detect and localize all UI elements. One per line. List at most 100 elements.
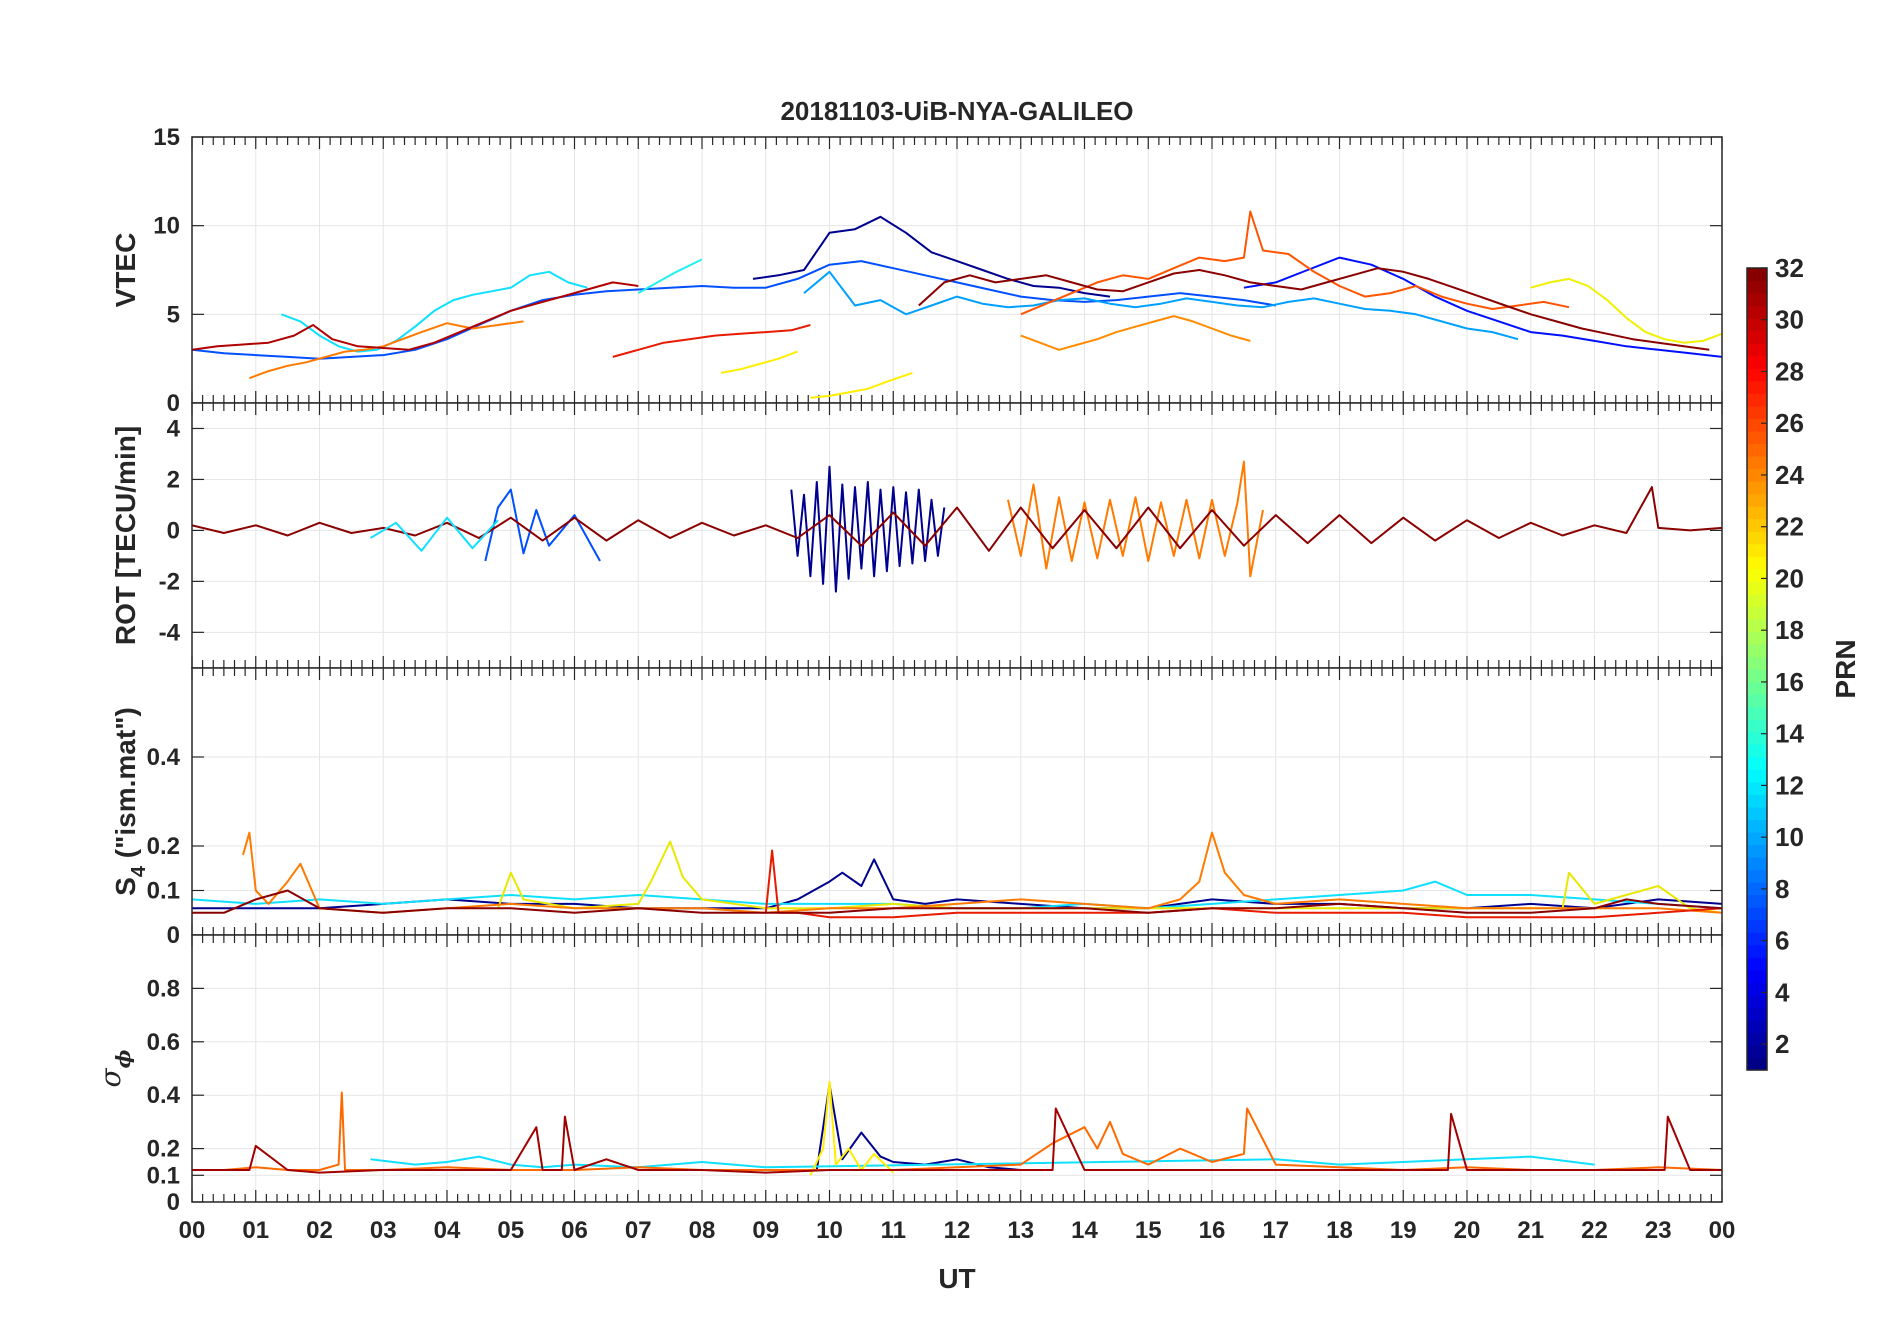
colorbar-tick-label: 12 [1775,770,1804,800]
x-tick-label: 23 [1645,1217,1672,1244]
colorbar-label: PRN [1830,639,1861,698]
colorbar-segment [1747,543,1767,557]
x-ticks [191,403,1723,668]
colorbar-tick-label: 18 [1775,615,1804,645]
x-tick-label: 01 [242,1217,269,1244]
colorbar-segment [1747,380,1767,394]
y-tick-label: 0.8 [147,975,180,1002]
series-line-prn-20 [720,350,798,374]
colorbar-segment [1747,405,1767,419]
x-tick-label: 17 [1262,1217,1289,1244]
colorbar-segment [1747,643,1767,658]
colorbar-tick-label: 4 [1775,977,1790,1007]
y-axis-label: ROT [TECU/min] [110,426,141,645]
colorbar-segment [1747,982,1767,996]
colorbar-segment [1747,781,1767,795]
series-line-prn-2 [790,465,946,593]
x-tick-label: 10 [816,1217,843,1244]
x-tick-label: 02 [306,1217,333,1244]
series-line-prn-20 [1530,277,1722,344]
y-axis: 00.10.2 0.4 0.6 0.8 [147,975,1722,1216]
colorbar-tick-label: 2 [1775,1029,1789,1059]
y-axis: -4 -2 0 2 4 [159,415,1722,646]
colorbar-segment [1747,831,1767,846]
colorbar-segment [1747,669,1767,683]
colorbar-segment [1747,719,1767,733]
colorbar-segment [1747,318,1767,332]
x-ticks [191,935,1723,1202]
colorbar-segment [1747,581,1767,595]
series-line-prn-24 [242,831,1722,914]
y-tick-label: 5 [167,301,180,328]
x-tick-label: 20 [1454,1217,1481,1244]
colorbar-segment [1747,368,1767,382]
colorbar-tick-label: 16 [1775,667,1804,697]
series-group [192,1080,1722,1176]
x-tick-label: 13 [1007,1217,1034,1244]
colorbar-tick-label: 24 [1775,460,1804,490]
y-axis-label: S4 ("ism.mat") [110,707,150,896]
colorbar-segment [1747,656,1767,670]
colorbar-segment [1747,744,1767,758]
colorbar-segment [1747,506,1767,520]
y-tick-label: 4 [167,415,181,442]
x-tick-labels: 00 01 02 03 04 05 06 07 08 09 10 11 12 13 14 15 16 17 18 19… [179,1217,1736,1244]
figure-title: 20181103-UiB-NYA-GALILEO [780,96,1133,126]
colorbar-segment [1747,280,1767,294]
colorbar-segment [1747,343,1767,357]
colorbar-frame [1746,267,1768,1071]
panel-sigma-phi: 00.10.2 0.4 0.6 0.8 σϕ 00 01 02 03 04 05 06 07 08 09 10… [94,934,1736,1244]
colorbar-segment [1747,1019,1767,1034]
y-tick-label: 0.4 [147,1082,181,1109]
grid [191,403,1723,668]
panel-rot: -4 -2 0 2 4 ROT [TECU/min] [110,402,1723,669]
colorbar-tick-label: 26 [1775,408,1804,438]
y-axis-label-main: S [110,877,141,896]
y-tick-label: 10 [153,213,180,240]
colorbar-segment [1747,894,1767,908]
colorbar-segment [1747,844,1767,858]
panel-s4: 00.10.20.4S4 ("ism.mat") [110,667,1723,949]
colorbar-segment [1747,468,1767,482]
colorbar-segment [1747,957,1767,971]
x-ticks [191,137,1723,403]
colorbar-tick-label: 8 [1775,874,1789,904]
colorbar-segment [1747,969,1767,983]
series-group [192,831,1722,919]
colorbar-segment [1747,882,1767,896]
y-tick-label: 2 [167,466,180,493]
series-line-prn-31 [918,267,1710,351]
y-axis-label: VTEC [110,233,141,308]
x-tick-label: 11 [881,1217,906,1244]
colorbar-segment [1747,694,1767,708]
colorbar-segment [1747,919,1767,933]
colorbar-tick-label: 30 [1775,305,1804,335]
x-tick-label: 18 [1326,1217,1353,1244]
colorbar-segment [1747,418,1767,432]
series-group [192,460,1722,593]
colorbar-tick-label: 20 [1775,563,1804,593]
colorbar-segment [1747,593,1767,607]
series-line-prn-12 [280,270,588,353]
colorbar-tick-label: 22 [1775,512,1804,542]
colorbar-tick-label: 32 [1775,253,1804,283]
colorbar-tick-label: 28 [1775,356,1804,386]
colorbar-segment [1747,869,1767,883]
colorbar-segment [1747,1032,1767,1046]
colorbar-segment [1747,681,1767,695]
x-tick-label: 15 [1135,1217,1162,1244]
colorbar-segment [1747,706,1767,720]
x-tick-label: 19 [1390,1217,1417,1244]
colorbar-segment [1747,443,1767,457]
colorbar-segment [1747,794,1767,808]
series-line-prn-2 [815,1083,1053,1171]
series-line-prn-28 [612,324,811,358]
colorbar-segment [1747,481,1767,495]
colorbar-segment [1747,568,1767,582]
y-tick-label: 0 [167,517,180,544]
x-tick-label: 03 [370,1217,397,1244]
y-tick-label: 0.6 [147,1029,180,1056]
series-line-prn-20 [809,1080,894,1176]
